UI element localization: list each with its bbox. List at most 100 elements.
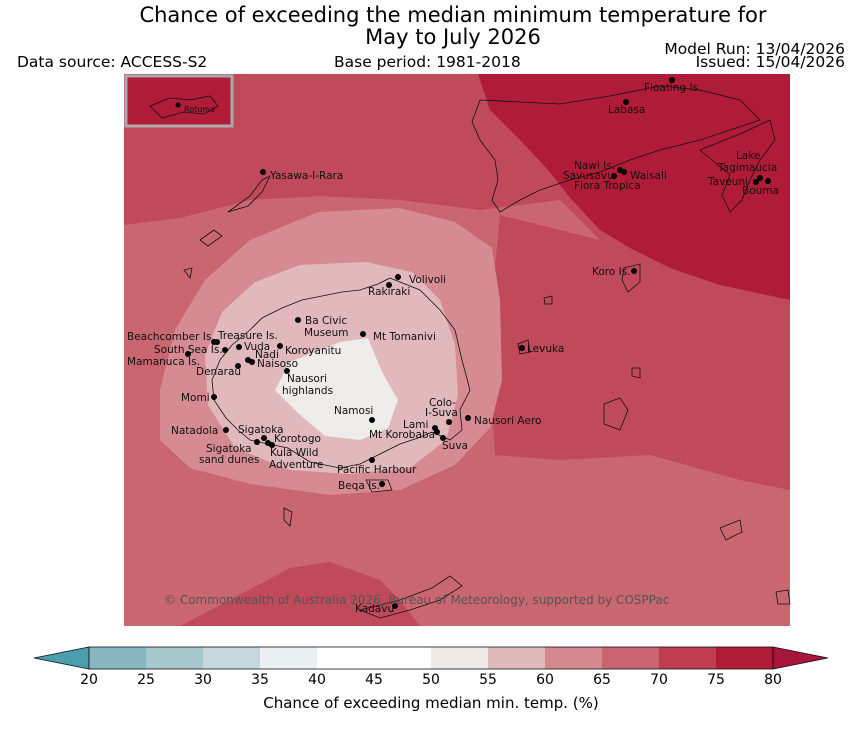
- inset-label: Rotuma: [184, 105, 215, 114]
- place-marker: [269, 442, 275, 448]
- place-label: Korotogo: [274, 433, 321, 445]
- contour-50-55: [275, 338, 398, 440]
- place-label: Labasa: [608, 104, 645, 116]
- colorbar-cell: [260, 647, 318, 669]
- place-label: Naisoso: [257, 358, 298, 370]
- place-marker: [260, 169, 266, 175]
- place-label: Levuka: [527, 343, 564, 355]
- colorbar: [33, 646, 829, 670]
- colorbar-tick-label: 20: [80, 672, 98, 688]
- place-label: I-Suva: [425, 407, 458, 419]
- place-label: Taveuni: [707, 176, 748, 188]
- colorbar-tick-label: 45: [365, 672, 383, 688]
- map-title-line2: May to July 2026: [365, 25, 541, 49]
- place-marker: [623, 99, 629, 105]
- place-label: sand dunes: [199, 454, 259, 466]
- place-marker: [465, 415, 471, 421]
- place-label: Nausori: [287, 373, 327, 385]
- place-label: highlands: [282, 385, 333, 397]
- colorbar-cell: [89, 647, 147, 669]
- place-marker: [254, 439, 260, 445]
- place-marker: [631, 268, 637, 274]
- place-label: Savusavu: [563, 170, 614, 182]
- colorbar-tick-label: 65: [593, 672, 611, 688]
- place-label: Mt Tomanivi: [373, 331, 436, 343]
- place-marker: [214, 339, 220, 345]
- colorbar-over-arrow: [772, 646, 829, 670]
- place-label: Lami: [403, 419, 428, 431]
- place-marker: [236, 344, 242, 350]
- place-marker: [392, 603, 398, 609]
- place-label: Tagimaucia: [717, 162, 777, 174]
- place-label: Momi: [181, 392, 210, 404]
- place-label: Pacific Harbour: [337, 464, 417, 476]
- colorbar-cell: [317, 647, 375, 669]
- coastlines: [183, 85, 791, 619]
- place-label: Nadi: [255, 349, 279, 361]
- place-label: Nausori Aero: [474, 415, 541, 427]
- contour-fill: [124, 74, 790, 626]
- place-label: South Sea Is.: [154, 344, 223, 356]
- place-marker: [669, 77, 675, 83]
- place-marker: [395, 274, 401, 280]
- colorbar-cell: [716, 647, 774, 669]
- place-marker: [222, 347, 228, 353]
- place-marker: [211, 394, 217, 400]
- place-marker: [369, 457, 375, 463]
- model-run: Model Run: 13/04/2026: [664, 40, 845, 58]
- place-label: Colo-: [429, 397, 456, 409]
- colorbar-cell: [203, 647, 261, 669]
- place-marker: [765, 178, 771, 184]
- colorbar-cell: [488, 647, 546, 669]
- place-marker: [277, 343, 283, 349]
- colorbar-tick-label: 75: [707, 672, 725, 688]
- map-title-line1: Chance of exceeding the median minimum t…: [139, 3, 767, 27]
- place-label: Natadola: [171, 425, 218, 437]
- contour-70-75: [488, 215, 790, 490]
- colorbar-cell: [545, 647, 603, 669]
- place-marker: [249, 359, 255, 365]
- place-marker: [223, 427, 229, 433]
- place-label: Namosi: [334, 405, 373, 417]
- colorbar-tick-label: 80: [764, 672, 782, 688]
- place-marker: [757, 175, 763, 181]
- colorbar-cell: [431, 647, 489, 669]
- place-label: Volivoli: [409, 274, 446, 286]
- colorbar-tick-label: 30: [194, 672, 212, 688]
- contour-75-80: [478, 74, 790, 300]
- place-marker: [434, 429, 440, 435]
- issued-date: Issued: 15/04/2026: [695, 53, 845, 71]
- place-marker: [440, 435, 446, 441]
- place-label: Beqa Is.: [338, 480, 380, 492]
- place-marker: [284, 368, 290, 374]
- place-label: Flora Tropica: [574, 180, 641, 192]
- place-label: Beachcomber Is.: [127, 331, 215, 343]
- colorbar-under-arrow: [33, 646, 90, 670]
- place-marker: [621, 169, 627, 175]
- place-marker: [261, 435, 267, 441]
- place-marker: [753, 179, 759, 185]
- colorbar-label: Chance of exceeding median min. temp. (%…: [263, 694, 599, 712]
- place-label: Koroyanitu: [285, 345, 341, 357]
- place-label: Floating Is.: [644, 82, 701, 94]
- place-marker: [235, 363, 241, 369]
- colorbar-cells: [89, 647, 774, 669]
- colorbar-tick-label: 50: [422, 672, 440, 688]
- colorbar-cell: [146, 647, 204, 669]
- colorbar-cell: [602, 647, 660, 669]
- place-label: Suva: [442, 440, 468, 452]
- place-marker: [360, 331, 366, 337]
- colorbar-tick-label: 55: [479, 672, 497, 688]
- base-period: Base period: 1981-2018: [334, 53, 521, 71]
- copyright-notice: © Commonwealth of Australia 2026, Bureau…: [164, 593, 669, 607]
- colorbar-tick-label: 35: [251, 672, 269, 688]
- place-marker: [369, 417, 375, 423]
- place-label: Sigatoka: [238, 424, 284, 436]
- colorbar-tick-label: 70: [650, 672, 668, 688]
- colorbar-cell: [659, 647, 717, 669]
- place-label: Kadavu: [355, 603, 394, 615]
- place-label: Ba Civic: [305, 315, 347, 327]
- place-label: Yasawa-I-Rara: [269, 170, 343, 182]
- place-label: Nawi Is.: [574, 160, 615, 172]
